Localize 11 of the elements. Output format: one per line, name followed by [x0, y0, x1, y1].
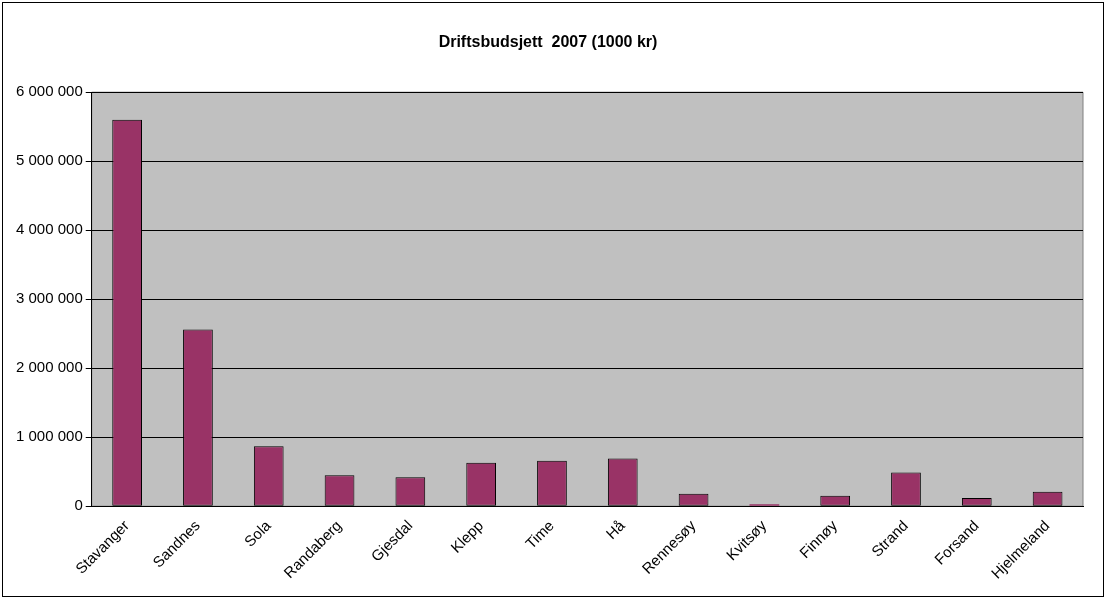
y-tick-label: 1 000 000: [16, 427, 83, 445]
x-tick-label: Hå: [602, 516, 629, 543]
x-tick-label: Time: [521, 516, 558, 552]
x-tick-label: Sola: [240, 516, 275, 550]
chart-title: Driftsbudsjett 2007 (1000 kr): [438, 33, 658, 51]
y-tick-label: 3 000 000: [16, 289, 83, 307]
y-tick-label: 0: [74, 496, 83, 514]
y-tick-label: 5 000 000: [16, 151, 83, 169]
y-tick-label: 6 000 000: [16, 82, 83, 100]
y-tick-label: 2 000 000: [16, 358, 83, 376]
y-tick-label: 4 000 000: [16, 220, 83, 238]
